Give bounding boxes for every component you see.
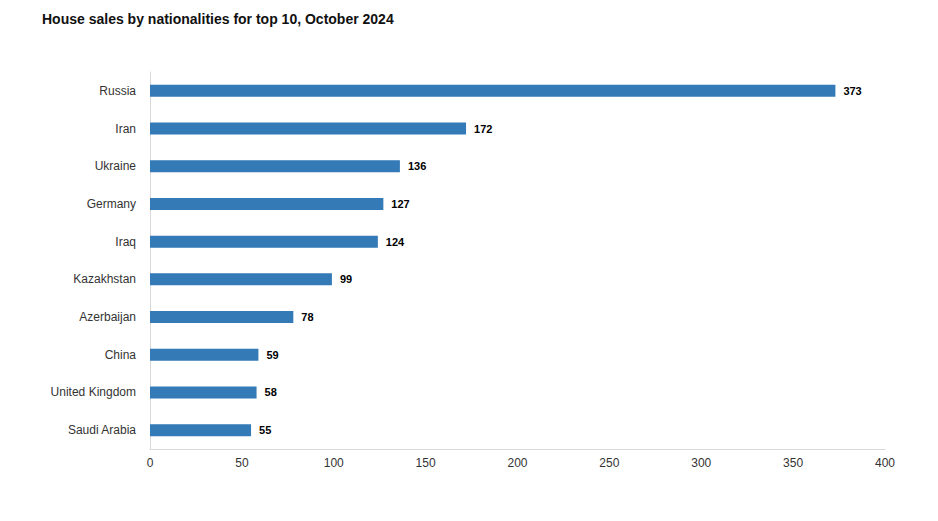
svg-text:55: 55 <box>259 424 271 436</box>
svg-text:400: 400 <box>875 456 895 470</box>
svg-text:127: 127 <box>391 198 409 210</box>
svg-text:China: China <box>105 348 137 362</box>
svg-text:0: 0 <box>147 456 154 470</box>
svg-text:Azerbaijan: Azerbaijan <box>79 310 136 324</box>
svg-text:373: 373 <box>843 85 861 97</box>
svg-text:250: 250 <box>599 456 619 470</box>
svg-text:78: 78 <box>301 311 313 323</box>
svg-text:Saudi Arabia: Saudi Arabia <box>68 423 136 437</box>
svg-text:50: 50 <box>235 456 249 470</box>
svg-text:200: 200 <box>507 456 527 470</box>
svg-text:99: 99 <box>340 273 352 285</box>
svg-text:150: 150 <box>416 456 436 470</box>
svg-text:350: 350 <box>783 456 803 470</box>
svg-text:59: 59 <box>266 349 278 361</box>
svg-text:136: 136 <box>408 160 426 172</box>
svg-text:58: 58 <box>265 386 277 398</box>
svg-text:United Kingdom: United Kingdom <box>51 385 136 399</box>
svg-text:172: 172 <box>474 123 492 135</box>
svg-text:Germany: Germany <box>87 197 136 211</box>
svg-text:Russia: Russia <box>99 84 136 98</box>
svg-text:Ukraine: Ukraine <box>95 159 137 173</box>
svg-text:300: 300 <box>691 456 711 470</box>
svg-text:124: 124 <box>386 236 405 248</box>
svg-text:Kazakhstan: Kazakhstan <box>73 272 136 286</box>
svg-text:100: 100 <box>324 456 344 470</box>
svg-text:Iraq: Iraq <box>115 235 136 249</box>
svg-text:Iran: Iran <box>115 122 136 136</box>
svg-text:House sales by nationalities f: House sales by nationalities for top 10,… <box>42 11 394 27</box>
